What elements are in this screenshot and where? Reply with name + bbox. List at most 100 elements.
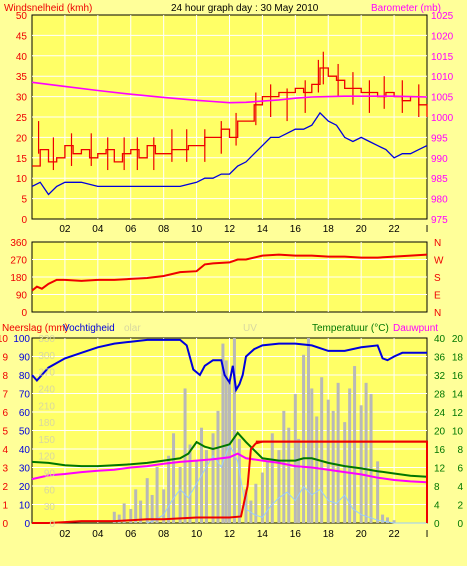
solar-bar [359,405,363,523]
solar-bar [221,343,225,523]
hour-tick-label: 10 [191,224,203,235]
humidity-tick: 100 [13,334,30,345]
barometer-axis-label: Barometer (mb) [371,3,441,14]
hour-tick-label: 04 [92,529,104,540]
dewpoint-tick: 4 [457,482,463,493]
solar-bar [216,410,220,523]
hour-tick-label: 06 [125,529,137,540]
solar-bar [310,388,314,523]
series-line-neerslag [32,440,427,524]
solar-tick: 60 [44,485,56,496]
solar-bar [195,461,199,523]
dewpoint-tick: 0 [457,519,463,530]
temperature-tick: 4 [434,501,440,512]
series-line-wind-direction [31,253,428,292]
hour-tick-label: 14 [257,224,269,235]
solar-bar [117,514,121,523]
solar-tick: 180 [38,418,55,429]
temperature-tick: 16 [434,445,446,456]
solar-bar [204,450,208,523]
solar-bar [270,433,274,523]
solar-bar [162,489,166,523]
solar-bar [326,399,330,523]
rain-tick: 6 [2,408,8,419]
hour-tick-label: 04 [92,224,104,235]
rain-tick: 2 [2,482,8,493]
direction-degree-tick: 270 [10,256,27,267]
hour-tick-label: 02 [59,529,71,540]
wind-speed-tick: 25 [16,113,28,124]
solar-bar [331,410,335,523]
solar-bar [369,394,373,523]
uv-axis-label: UV [243,323,257,334]
compass-tick: E [434,291,441,302]
hour-tick-label: 22 [389,529,401,540]
solar-bar [237,438,241,523]
temperature-tick: 36 [434,353,446,364]
solar-bar [150,494,154,523]
humidity-tick: 70 [19,390,31,401]
solar-tick: 330 [38,334,55,345]
series-line-windsnelheid [32,67,428,167]
direction-degree-tick: 360 [10,238,27,249]
wind-axis-label: Windsnelheid (kmh) [4,3,92,14]
humidity-tick: 80 [19,371,31,382]
solar-bar [336,382,340,523]
solar-bar [320,377,324,523]
rain-series-group [31,338,428,524]
solar-tick: 210 [38,401,55,412]
barometer-tick: 1005 [431,93,454,104]
humidity-tick: 50 [19,427,31,438]
solar-bar [145,478,149,523]
rain-tick: 1 [2,501,8,512]
solar-bar [211,433,215,523]
solar-bar [307,338,310,523]
humidity-tick: 40 [19,445,31,456]
solar-ticks: 0 30 60 90 120 150 180 210 240 270 300 330 [38,334,55,530]
barometer-tick: 1020 [431,31,454,42]
dewpoint-tick: 16 [452,371,464,382]
series-line-dauwpunt [31,452,428,484]
hour-tick-label: 10 [191,529,203,540]
wind-speed-tick: 40 [16,52,28,63]
hour-tick-label: 12 [224,529,236,540]
rain-hour-ticks: 02 04 06 08 10 12 14 16 18 20 22 I [59,529,428,540]
solar-bar [254,483,258,523]
wind-speed-ticks: 0 5 10 15 20 25 30 35 40 45 50 [16,11,28,226]
solar-bar [260,472,264,523]
rain-tick: 9 [2,353,8,364]
solar-tick: 0 [49,519,55,530]
hour-tick-label: 18 [323,529,335,540]
hour-tick-label: 16 [290,529,302,540]
solar-tick: 240 [38,384,55,395]
barometer-tick: 1025 [431,11,454,22]
solar-bar [277,450,281,523]
solar-bar [112,511,116,523]
barometer-tick: 975 [431,215,448,226]
rain-tick: 4 [2,445,8,456]
barometer-tick: 985 [431,174,448,185]
solar-tick: 90 [44,469,56,480]
solar-bar [297,438,301,523]
hour-tick-label: 18 [323,224,335,235]
wind-speed-tick: 20 [16,133,28,144]
hour-tick-label: 22 [389,224,401,235]
hour-tick-label: 06 [125,224,137,235]
direction-degree-ticks: 0 90 180 270 360 [10,238,27,319]
solar-tick: 30 [44,502,56,513]
dewpoint-tick: 12 [452,408,464,419]
solar-bar [224,360,228,523]
solar-tick: 300 [38,351,55,362]
temperature-tick: 20 [434,427,446,438]
rain-tick: 5 [2,427,8,438]
hour-tick-label: 16 [290,224,302,235]
humidity-axis-label: Vochtigheid [63,323,115,334]
barometer-tick: 980 [431,195,448,206]
wind-speed-tick: 0 [21,215,27,226]
humidity-tick: 60 [19,408,31,419]
rain-tick: 3 [2,464,8,475]
solar-bar [129,508,133,523]
dewpoint-tick: 6 [457,464,463,475]
